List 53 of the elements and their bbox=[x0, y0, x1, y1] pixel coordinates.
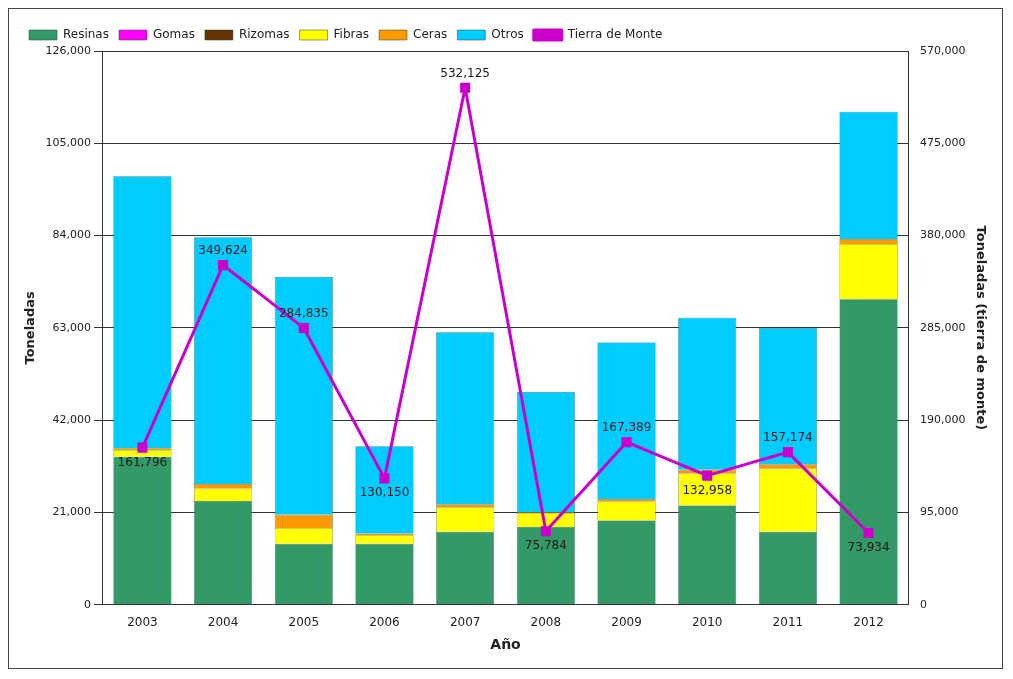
data-label: 161,796 bbox=[117, 454, 168, 469]
point bbox=[218, 260, 229, 271]
x-axis-title: Año bbox=[490, 636, 522, 653]
x-tick-label: 2008 bbox=[530, 615, 562, 630]
y2-tick-label: 285,000 bbox=[919, 320, 966, 334]
data-label: 349,624 bbox=[198, 243, 248, 258]
y2-axis-title: Toneladas (tierra de monte) bbox=[973, 225, 989, 431]
point bbox=[863, 527, 874, 538]
point bbox=[298, 323, 309, 334]
y2-tick-label: 570,000 bbox=[919, 43, 966, 57]
x-tick-label: 2006 bbox=[369, 615, 400, 630]
legend-label: Resinas bbox=[63, 27, 109, 42]
y-tick-label: 84,000 bbox=[52, 228, 92, 242]
data-label: 157,174 bbox=[763, 430, 813, 445]
legend-label: Tierra de Monte bbox=[566, 27, 663, 42]
x-tick-label: 2011 bbox=[772, 615, 804, 630]
point bbox=[379, 473, 390, 484]
y-axis-title: Toneladas bbox=[22, 291, 38, 365]
x-tick-label: 2007 bbox=[449, 615, 481, 630]
data-label: 532,125 bbox=[440, 65, 490, 80]
x-tick-label: 2009 bbox=[611, 615, 642, 630]
y-tick-label: 21,000 bbox=[52, 505, 92, 519]
point bbox=[540, 526, 551, 537]
y2-tick-label: 190,000 bbox=[919, 413, 966, 427]
x-tick-label: 2003 bbox=[127, 615, 158, 630]
point bbox=[702, 470, 713, 481]
x-tick-label: 2010 bbox=[691, 615, 723, 630]
data-label: 75,784 bbox=[524, 538, 567, 553]
legend-label: Ceras bbox=[413, 27, 448, 42]
point bbox=[621, 437, 632, 448]
x-tick-label: 2005 bbox=[288, 615, 320, 630]
x-tick-label: 2012 bbox=[853, 615, 884, 630]
y2-tick-label: 0 bbox=[919, 597, 927, 611]
data-label: 130,150 bbox=[359, 485, 410, 500]
y-tick-label: 42,000 bbox=[52, 413, 92, 427]
x-tick-label: 2004 bbox=[207, 615, 239, 630]
legend-label: Gomas bbox=[152, 27, 195, 42]
y-tick-label: 126,000 bbox=[45, 43, 92, 57]
data-label: 167,389 bbox=[601, 420, 652, 435]
point bbox=[137, 442, 148, 453]
y2-tick-label: 475,000 bbox=[919, 136, 966, 150]
legend-label: Otros bbox=[491, 27, 524, 42]
data-label: 73,934 bbox=[847, 540, 890, 555]
legend-label: Rizomas bbox=[238, 27, 290, 42]
point bbox=[460, 82, 471, 93]
data-label: 132,958 bbox=[682, 482, 733, 497]
y2-tick-label: 95,000 bbox=[919, 505, 959, 519]
y-tick-label: 105,000 bbox=[45, 136, 92, 150]
y2-tick-label: 380,000 bbox=[919, 228, 966, 242]
legend-label: Fibras bbox=[333, 27, 370, 42]
y-tick-label: 63,000 bbox=[52, 320, 92, 334]
point bbox=[782, 447, 793, 458]
y-tick-label: 0 bbox=[84, 597, 92, 611]
